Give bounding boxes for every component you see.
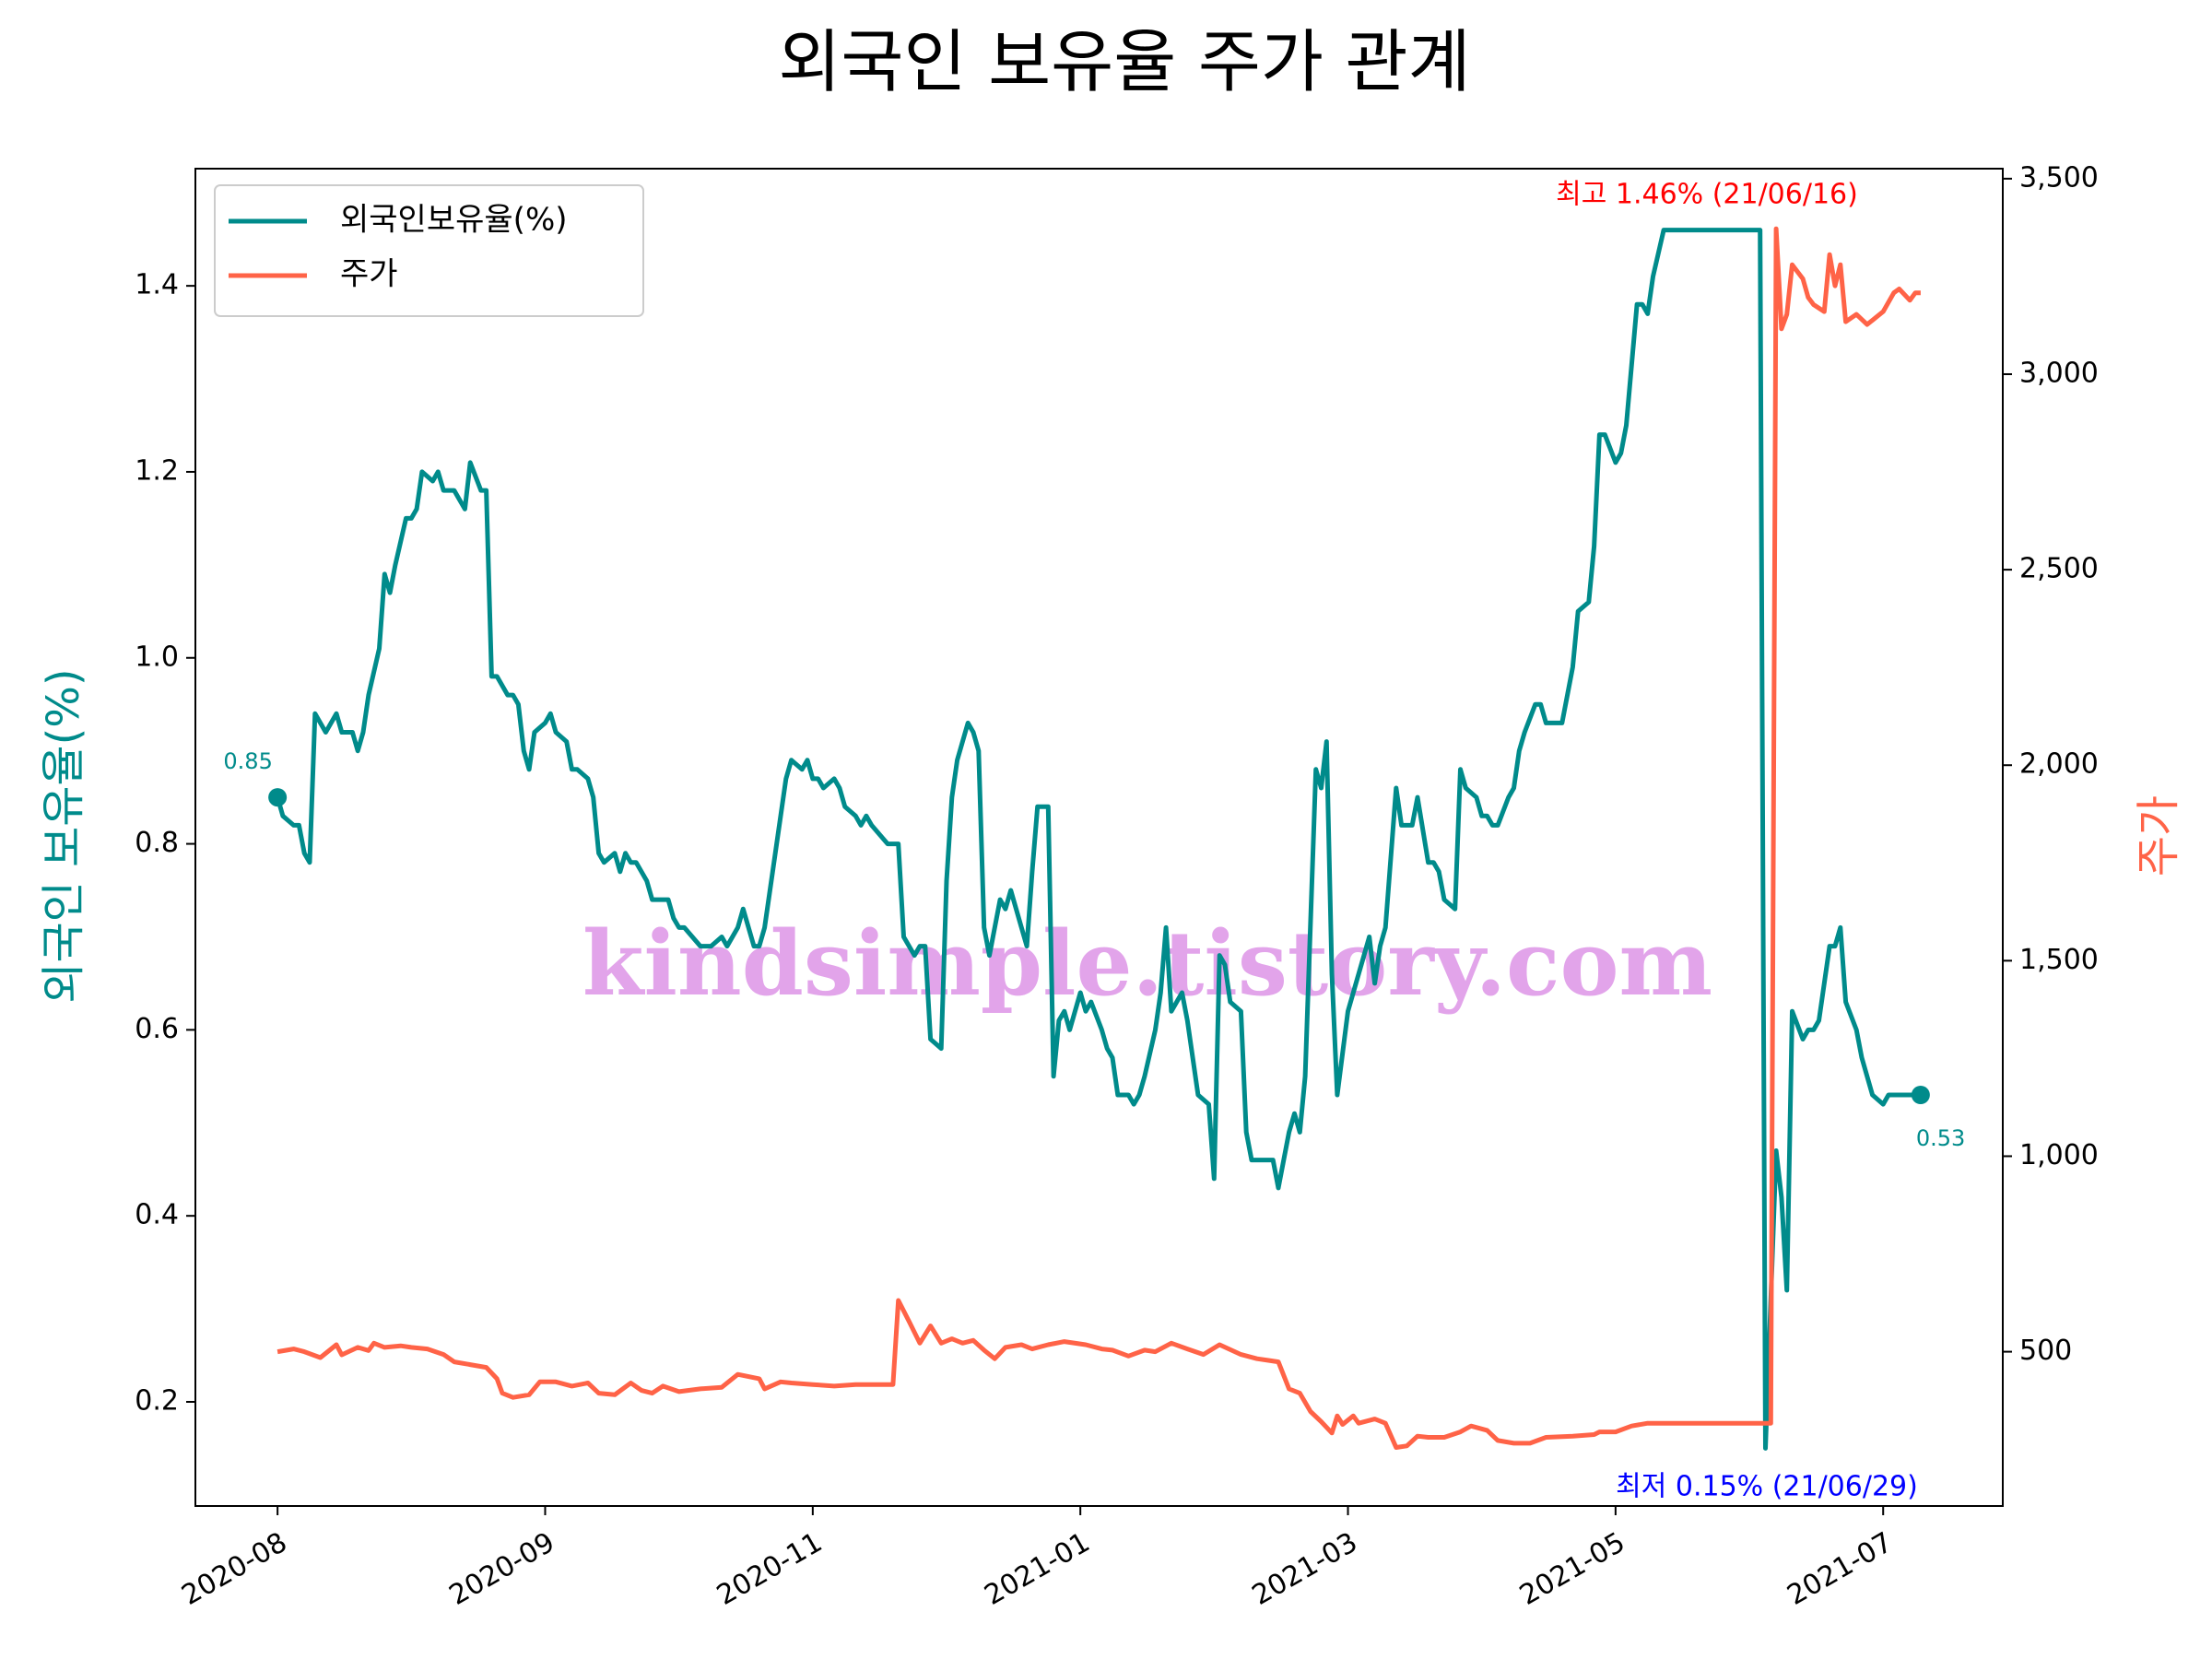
- x-tick-label: 2020-09: [444, 1526, 560, 1612]
- y2-tick-label: 3,500: [2019, 161, 2099, 194]
- plot-frame: [194, 168, 2004, 1507]
- y-tick-label: 0.6: [135, 1013, 179, 1045]
- y-tick-label: 1.2: [135, 454, 179, 487]
- y2-tick-label: 1,000: [2019, 1139, 2099, 1171]
- annotation: 최저 0.15% (21/06/29): [1616, 1471, 1918, 1503]
- legend-box: [214, 184, 644, 317]
- y2-axis-label: 주가: [2133, 795, 2184, 877]
- y2-tick-label: 2,500: [2019, 553, 2099, 585]
- y2-tick-label: 500: [2019, 1335, 2072, 1367]
- x-tick-label: 2021-05: [1514, 1526, 1630, 1612]
- legend: 외국인보유율(%) 주가: [214, 184, 644, 317]
- series-line: [275, 228, 1921, 1451]
- point-marker: [1911, 1086, 1930, 1105]
- y2-tick-label: 2,000: [2019, 748, 2099, 781]
- x-tick-label: 2020-08: [176, 1526, 292, 1612]
- y-tick-label: 0.2: [135, 1384, 179, 1417]
- x-tick-label: 2021-03: [1247, 1526, 1363, 1612]
- y-tick-label: 0.4: [135, 1199, 179, 1231]
- series-line: [276, 226, 1921, 1450]
- x-tick-label: 2021-01: [979, 1526, 1095, 1612]
- y-axis-label: 외국인 보유율(%): [38, 668, 89, 1003]
- chart-title: 외국인 보유율 주가 관계: [778, 23, 1470, 102]
- x-tick-label: 2021-07: [1782, 1526, 1898, 1612]
- y-tick-label: 0.8: [135, 827, 179, 859]
- point-label: 0.85: [223, 748, 272, 774]
- annotation: 최고 1.46% (21/06/16): [1556, 179, 1858, 211]
- legend-label: 주가: [340, 256, 398, 293]
- y-tick-label: 1.4: [135, 269, 179, 301]
- y-tick-label: 1.0: [135, 641, 179, 673]
- x-tick-label: 2020-11: [712, 1526, 828, 1612]
- y2-tick-label: 1,500: [2019, 944, 2099, 976]
- watermark: kindsimple.tistory.com: [582, 912, 1712, 1016]
- y2-tick-label: 3,000: [2019, 357, 2099, 389]
- point-label: 0.53: [1916, 1125, 1965, 1151]
- point-marker: [268, 788, 288, 807]
- legend-label: 외국인보유율(%): [340, 202, 568, 239]
